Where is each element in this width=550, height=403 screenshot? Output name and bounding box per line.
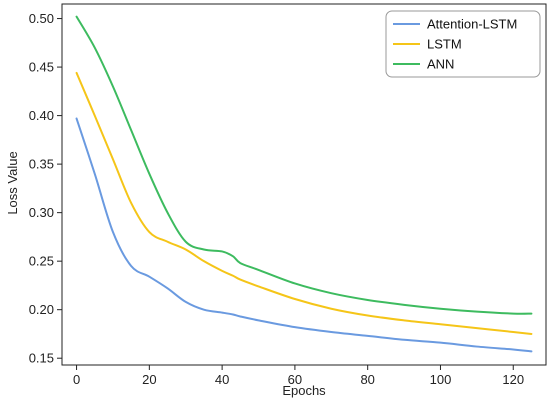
y-tick-label: 0.40 [29,108,54,123]
plot-frame [61,3,547,366]
x-tick-label: 40 [215,372,229,387]
x-tick-label: 0 [73,372,80,387]
y-tick-label: 0.30 [29,205,54,220]
legend-label-ann: ANN [427,57,454,72]
legend: Attention-LSTM LSTM ANN [385,10,541,78]
x-axis-label: Epochs [282,383,326,398]
y-axis-label: Loss Value [5,151,20,214]
legend-box [385,10,541,78]
y-tick-label: 0.45 [29,60,54,75]
y-tick-label: 0.20 [29,302,54,317]
x-tick-label: 120 [502,372,524,387]
y-tick-label: 0.50 [29,11,54,26]
x-tick-label: 80 [360,372,374,387]
series-line-lstm [75,71,533,335]
x-tick-label: 100 [430,372,452,387]
x-tick-label: 60 [288,372,302,387]
legend-label-lstm: LSTM [427,37,462,52]
x-tick-label: 20 [142,372,156,387]
y-tick-label: 0.25 [29,254,54,269]
y-tick-label: 0.35 [29,157,54,172]
series-line-ann [75,15,533,315]
legend-label-attention-lstm: Attention-LSTM [427,17,517,32]
series-line-attention-lstm [75,117,533,353]
y-tick-label: 0.15 [29,351,54,366]
